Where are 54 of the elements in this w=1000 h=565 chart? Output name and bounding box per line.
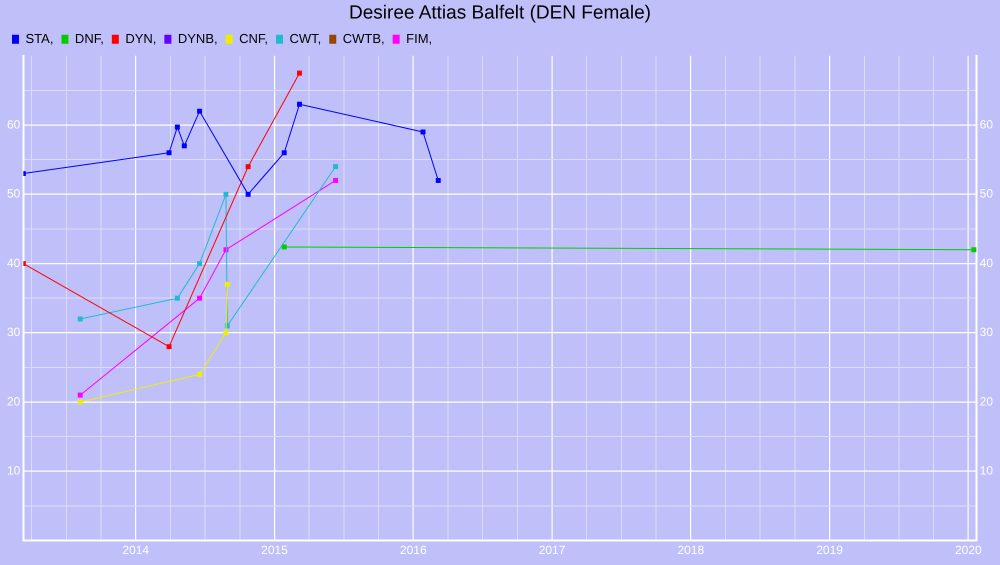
point bbox=[420, 130, 426, 134]
x-tick-label: 2015 bbox=[261, 543, 288, 558]
y2-tick-label: 50 bbox=[980, 186, 994, 201]
point bbox=[282, 244, 287, 250]
point bbox=[197, 108, 202, 114]
point bbox=[971, 247, 976, 252]
x-tick-label: 2017 bbox=[538, 543, 566, 558]
x-tick-label: 2020 bbox=[954, 543, 982, 558]
x-tick-label: 2019 bbox=[816, 543, 844, 558]
point bbox=[197, 372, 202, 377]
point bbox=[166, 344, 172, 350]
y-tick-label: 60 bbox=[6, 117, 21, 132]
legend-label: DNF, bbox=[74, 30, 104, 46]
point bbox=[223, 192, 228, 197]
point bbox=[297, 70, 302, 76]
legend-label: DYN, bbox=[125, 30, 156, 46]
y2-tick-label: 60 bbox=[980, 117, 994, 132]
y2-tick-label: 40 bbox=[980, 256, 994, 270]
y-tick-label: 20 bbox=[6, 394, 21, 408]
legend-label: STA, bbox=[26, 30, 54, 46]
legend-label: FIM, bbox=[406, 30, 432, 46]
point bbox=[282, 150, 287, 156]
y-tick-label: 50 bbox=[6, 186, 21, 201]
point bbox=[78, 316, 83, 322]
point bbox=[78, 392, 83, 398]
point bbox=[246, 164, 251, 170]
point bbox=[436, 178, 441, 183]
point bbox=[223, 330, 228, 336]
x-tick-label: 2014 bbox=[122, 543, 150, 558]
y-tick-label: 10 bbox=[6, 464, 21, 478]
point bbox=[333, 178, 338, 183]
point bbox=[174, 124, 180, 130]
point bbox=[197, 296, 202, 301]
x-tick-label: 2018 bbox=[677, 543, 704, 558]
y2-tick-label: 30 bbox=[980, 325, 994, 340]
point bbox=[197, 261, 202, 266]
y-tick-label: 40 bbox=[6, 256, 21, 270]
point bbox=[246, 192, 251, 197]
point bbox=[333, 164, 338, 170]
x-tick-label: 2016 bbox=[400, 543, 427, 558]
point bbox=[297, 102, 302, 107]
point bbox=[166, 150, 172, 156]
y2-tick-label: 20 bbox=[980, 394, 994, 408]
point bbox=[78, 400, 83, 405]
y-tick-label: 30 bbox=[6, 325, 21, 340]
chart-title: Desiree Attias Balfelt (DEN Female) bbox=[349, 2, 651, 24]
legend-label: CWT, bbox=[289, 30, 322, 46]
legend-label: CNF, bbox=[239, 30, 268, 46]
point bbox=[224, 282, 230, 287]
legend-label: CWTB, bbox=[342, 30, 385, 46]
legend-label: DYNB, bbox=[178, 30, 218, 46]
y2-tick-label: 10 bbox=[980, 464, 994, 478]
point bbox=[182, 143, 187, 148]
point bbox=[174, 296, 180, 301]
